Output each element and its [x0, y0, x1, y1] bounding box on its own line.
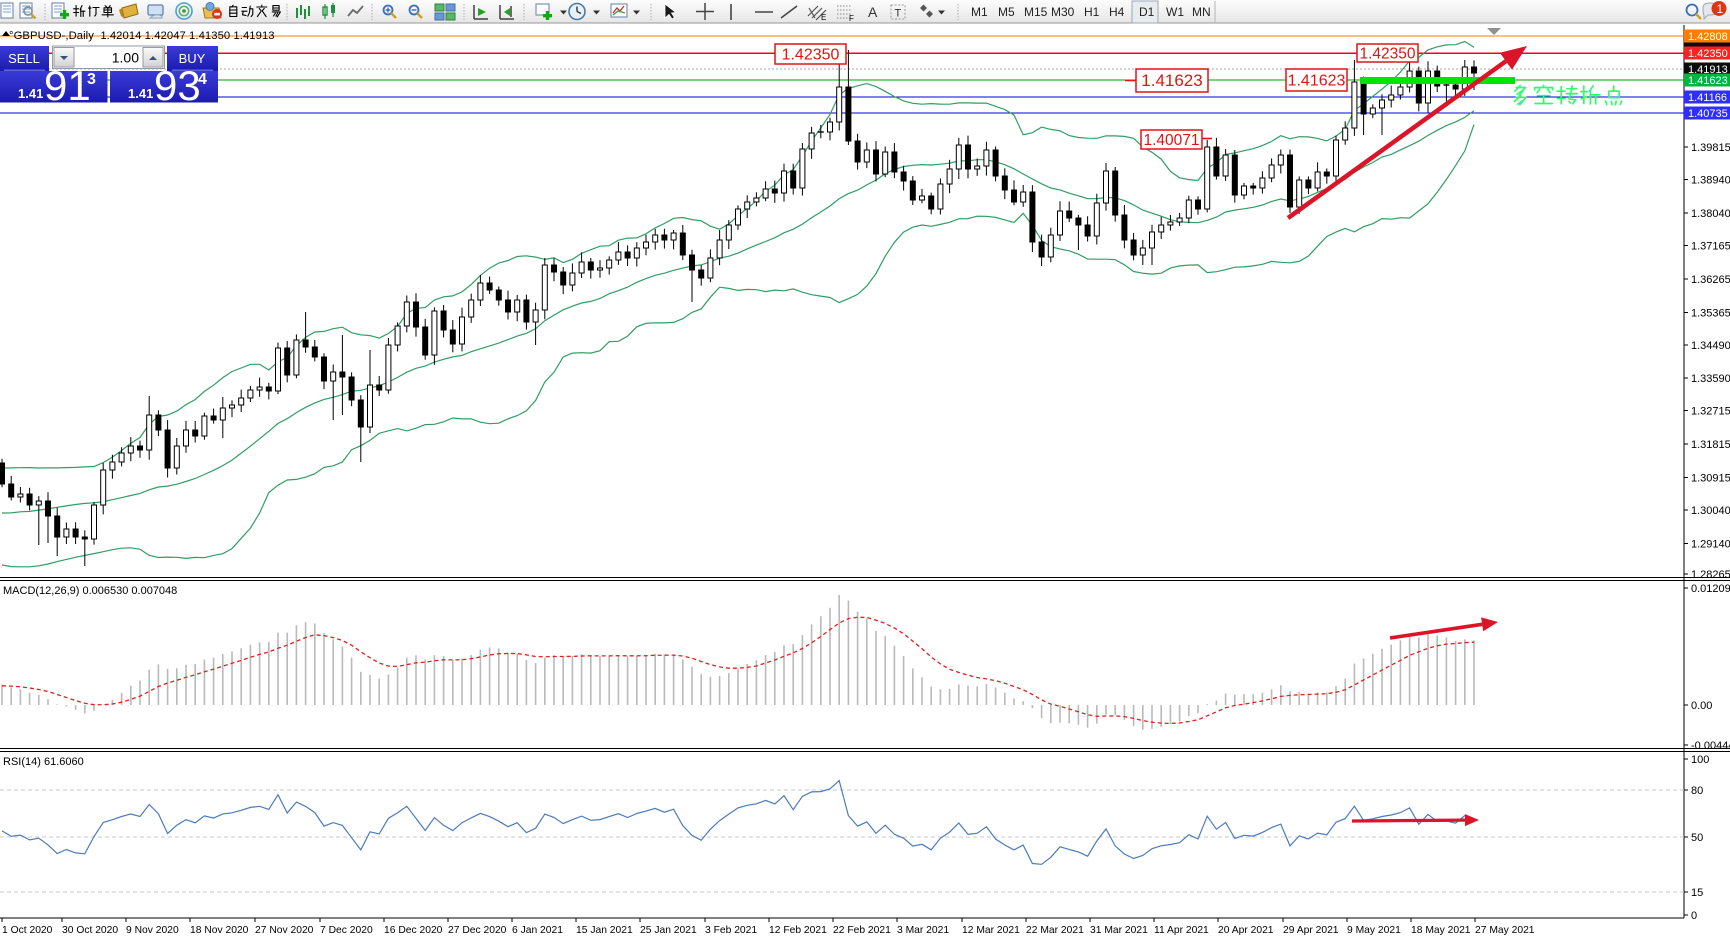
svg-text:22 Feb 2021: 22 Feb 2021 [833, 925, 891, 936]
svg-text:RSI(14) 61.6060: RSI(14) 61.6060 [3, 756, 84, 768]
svg-text:50: 50 [1691, 832, 1703, 844]
svg-text:1 Oct 2020: 1 Oct 2020 [2, 925, 53, 936]
svg-text:27 Dec 2020: 27 Dec 2020 [448, 925, 507, 936]
svg-text:SELL: SELL [8, 51, 40, 66]
svg-text:15 Jan 2021: 15 Jan 2021 [576, 925, 633, 936]
svg-text:MN: MN [1192, 5, 1211, 19]
svg-text:1.40071: 1.40071 [1143, 132, 1199, 149]
svg-text:1.39815: 1.39815 [1691, 142, 1730, 154]
svg-text:93: 93 [154, 62, 201, 109]
svg-text:1.41: 1.41 [18, 86, 43, 101]
svg-text:BUY: BUY [179, 51, 206, 66]
svg-text:3 Mar 2021: 3 Mar 2021 [897, 925, 949, 936]
svg-text:F: F [849, 14, 854, 23]
svg-text:H4: H4 [1109, 5, 1125, 19]
svg-text:°GBPUSD-,Daily 1.42014 1.4204: °GBPUSD-,Daily 1.42014 1.42047 1.41350 1… [9, 30, 275, 42]
svg-text:3: 3 [87, 71, 96, 88]
svg-text:A: A [868, 4, 878, 20]
svg-text:1: 1 [1717, 2, 1724, 16]
svg-text:M5: M5 [998, 5, 1015, 19]
svg-text:11 Apr 2021: 11 Apr 2021 [1154, 925, 1209, 936]
svg-text:0.01209: 0.01209 [1691, 583, 1730, 595]
svg-text:29 Apr 2021: 29 Apr 2021 [1283, 925, 1339, 936]
svg-text:D1: D1 [1139, 5, 1155, 19]
svg-text:27 May 2021: 27 May 2021 [1475, 925, 1535, 936]
svg-text:E: E [821, 13, 826, 22]
svg-text:1.41623: 1.41623 [1141, 71, 1202, 90]
svg-text:1.32715: 1.32715 [1691, 406, 1730, 418]
svg-text:1.42350: 1.42350 [1688, 48, 1728, 60]
svg-text:1.41913: 1.41913 [1688, 64, 1728, 76]
svg-text:22 Mar 2021: 22 Mar 2021 [1026, 925, 1084, 936]
svg-text:-0.004446: -0.004446 [1691, 740, 1730, 752]
svg-text:31 Mar 2021: 31 Mar 2021 [1090, 925, 1148, 936]
svg-text:1.42350: 1.42350 [782, 47, 840, 64]
svg-text:MACD(12,26,9) 0.006530 0.00704: MACD(12,26,9) 0.006530 0.007048 [3, 585, 177, 597]
svg-text:1.28265: 1.28265 [1691, 569, 1730, 581]
svg-text:M15: M15 [1024, 5, 1048, 19]
svg-text:18 Nov 2020: 18 Nov 2020 [190, 925, 249, 936]
svg-text:9 May 2021: 9 May 2021 [1347, 925, 1401, 936]
svg-text:1.38040: 1.38040 [1691, 208, 1730, 220]
svg-text:1.30040: 1.30040 [1691, 505, 1730, 517]
svg-text:1.36265: 1.36265 [1691, 274, 1730, 286]
svg-text:1.30915: 1.30915 [1691, 473, 1730, 485]
svg-text:M30: M30 [1051, 5, 1075, 19]
svg-text:1.38940: 1.38940 [1691, 175, 1730, 187]
svg-text:1.34490: 1.34490 [1691, 340, 1730, 352]
svg-text:12 Mar 2021: 12 Mar 2021 [962, 925, 1020, 936]
svg-text:4: 4 [198, 71, 207, 88]
svg-text:1.29140: 1.29140 [1691, 539, 1730, 551]
svg-text:15: 15 [1691, 887, 1703, 899]
svg-text:H1: H1 [1084, 5, 1100, 19]
svg-text:0.00: 0.00 [1691, 700, 1712, 712]
svg-text:1.42808: 1.42808 [1688, 31, 1728, 43]
svg-text:1.00: 1.00 [112, 50, 139, 66]
svg-text:30 Oct 2020: 30 Oct 2020 [62, 925, 118, 936]
svg-text:20 Apr 2021: 20 Apr 2021 [1218, 925, 1274, 936]
svg-text:1.42350: 1.42350 [1359, 46, 1415, 63]
svg-text:W1: W1 [1166, 5, 1184, 19]
svg-text:1.41623: 1.41623 [1688, 75, 1728, 87]
svg-text:M1: M1 [971, 5, 988, 19]
svg-text:9 Nov 2020: 9 Nov 2020 [126, 925, 179, 936]
svg-text:16 Dec 2020: 16 Dec 2020 [384, 925, 443, 936]
svg-text:1.35365: 1.35365 [1691, 308, 1730, 320]
svg-text:1.41623: 1.41623 [1288, 73, 1346, 90]
svg-text:1.40735: 1.40735 [1688, 108, 1728, 120]
svg-text:T: T [895, 8, 902, 20]
svg-text:0: 0 [1691, 910, 1697, 922]
svg-text:6 Jan 2021: 6 Jan 2021 [512, 925, 563, 936]
svg-text:1.31815: 1.31815 [1691, 439, 1730, 451]
svg-text:1.37165: 1.37165 [1691, 241, 1730, 253]
svg-text:80: 80 [1691, 785, 1703, 797]
svg-text:1.33590: 1.33590 [1691, 373, 1730, 385]
svg-text:100: 100 [1691, 754, 1709, 766]
svg-text:1.41: 1.41 [128, 86, 153, 101]
svg-text:7 Dec 2020: 7 Dec 2020 [320, 925, 373, 936]
svg-text:27 Nov 2020: 27 Nov 2020 [255, 925, 314, 936]
svg-text:18 May 2021: 18 May 2021 [1411, 925, 1471, 936]
svg-text:3 Feb 2021: 3 Feb 2021 [705, 925, 757, 936]
svg-text:1.41166: 1.41166 [1688, 92, 1727, 104]
svg-text:25 Jan 2021: 25 Jan 2021 [640, 925, 697, 936]
svg-text:91: 91 [44, 62, 91, 109]
svg-text:12 Feb 2021: 12 Feb 2021 [769, 925, 827, 936]
